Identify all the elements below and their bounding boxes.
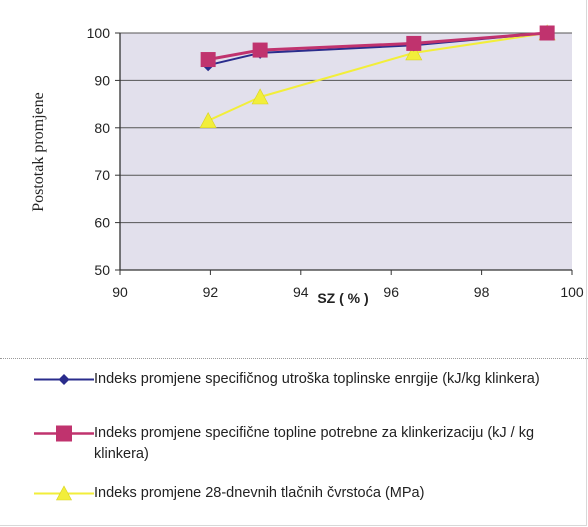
plot-area bbox=[120, 33, 572, 270]
legend: Indeks promjene specifičnog utroška topl… bbox=[0, 358, 588, 527]
legend-item-strength: Indeks promjene 28-dnevnih tlačnih čvrst… bbox=[0, 483, 588, 507]
series-lines bbox=[207, 31, 548, 122]
x-tick-label: 96 bbox=[383, 284, 399, 300]
line-chart: 50 60 70 80 90 100 90 92 94 96 98 100 SZ ( % ) Pos… bbox=[30, 24, 584, 306]
y-tick-label: 90 bbox=[94, 72, 110, 88]
legend-swatch-diamond bbox=[34, 374, 94, 385]
axes bbox=[119, 33, 572, 271]
legend-item-heat: Indeks promjene specifične topline potre… bbox=[0, 423, 588, 469]
data-point-triangle bbox=[251, 88, 269, 105]
x-axis-title: SZ ( % ) bbox=[317, 290, 368, 306]
y-tick-label: 50 bbox=[94, 262, 110, 278]
x-tick-label: 98 bbox=[474, 284, 490, 300]
y-axis-ticks: 50 60 70 80 90 100 bbox=[87, 25, 120, 278]
x-tick-label: 100 bbox=[560, 284, 584, 300]
x-tick-label: 90 bbox=[112, 284, 128, 300]
y-axis-title: Postotak promjene bbox=[30, 92, 47, 212]
legend-label-energy: Indeks promjene specifičnog utroška topl… bbox=[94, 371, 540, 387]
series-markers bbox=[199, 24, 556, 128]
x-tick-label: 92 bbox=[203, 284, 219, 300]
x-axis-ticks: 90 92 94 96 98 100 bbox=[112, 270, 584, 300]
data-point-square bbox=[252, 42, 268, 58]
data-point-square bbox=[539, 25, 555, 41]
data-point-triangle bbox=[199, 112, 217, 128]
legend-swatch-triangle bbox=[34, 485, 94, 501]
y-tick-label: 60 bbox=[94, 215, 110, 231]
y-tick-label: 100 bbox=[87, 25, 111, 41]
y-tick-label: 70 bbox=[94, 167, 110, 183]
y-tick-label: 80 bbox=[94, 120, 110, 136]
legend-swatch-square bbox=[34, 425, 94, 442]
data-point-square bbox=[406, 35, 422, 51]
legend-label-strength: Indeks promjene 28-dnevnih tlačnih čvrst… bbox=[94, 485, 425, 501]
legend-item-energy: Indeks promjene specifičnog utroška topl… bbox=[0, 369, 588, 415]
series-line-square bbox=[207, 31, 548, 61]
data-point-square bbox=[200, 52, 216, 68]
series-line-triangle bbox=[207, 32, 548, 122]
legend-label-heat: Indeks promjene specifične topline potre… bbox=[94, 425, 535, 462]
x-tick-label: 94 bbox=[293, 284, 309, 300]
grid-lines bbox=[120, 32, 572, 224]
data-point-triangle bbox=[405, 44, 423, 61]
